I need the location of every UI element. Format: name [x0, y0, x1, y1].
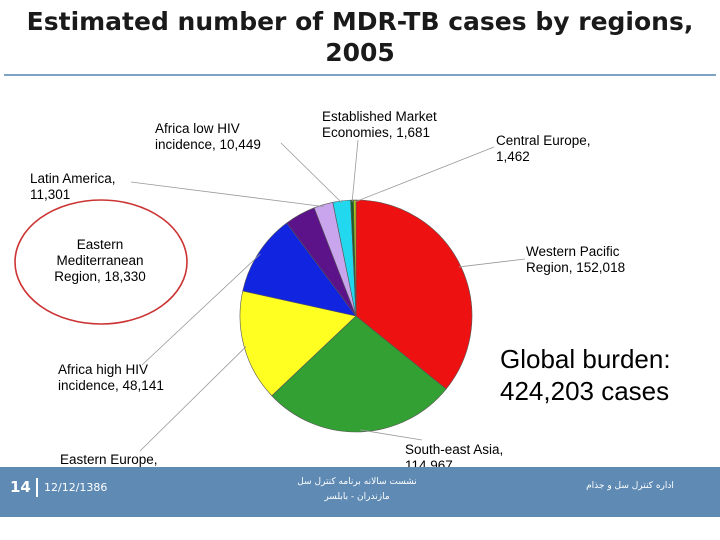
pie-slice-africa-high-hiv-incidence — [242, 222, 357, 317]
pie-slice-eastern-europe — [239, 290, 357, 397]
leader-line-south-east-asia — [360, 429, 423, 441]
pie-slices — [239, 199, 473, 433]
slice-label-line: Economies, 1,681 — [322, 125, 430, 140]
slide-title: Estimated number of MDR-TB cases by regi… — [26, 7, 694, 67]
slide-number-separator — [36, 478, 38, 497]
slice-label-eastern-mediterranean-region: Eastern Mediterranean Region, 18,330 — [54, 237, 146, 284]
slice-label-line: Latin America, — [30, 171, 116, 186]
leader-line-western-pacific-region — [458, 258, 526, 268]
slice-label-line: Established Market — [322, 109, 437, 124]
slice-label-line: 11,301 — [30, 187, 70, 202]
burden-line-1: Global burden: — [500, 344, 671, 374]
leader-line-africa-low-hiv-incidence — [280, 142, 343, 204]
footer-organization: اداره کنترل سل و جذام — [586, 481, 674, 491]
slice-label-line: Eastern Europe, — [60, 452, 158, 467]
slice-label-line: Eastern — [77, 237, 124, 252]
slice-label-line: Central Europe, — [496, 133, 591, 148]
slice-label-line: Mediterranean — [56, 253, 143, 268]
burden-line-2: 424,203 cases — [500, 376, 669, 406]
leader-line-central-europe — [354, 146, 495, 203]
leader-line-africa-high-hiv-incidence — [141, 253, 261, 366]
slice-label-line: Africa low HIV — [155, 121, 240, 136]
slide-number: 14 — [10, 478, 31, 496]
leader-line-eastern-europe — [139, 346, 247, 452]
footer-date: 12/12/1386 — [44, 481, 108, 494]
slice-label-africa-high-hiv-incidence: Africa high HIV incidence, 48,141 — [58, 362, 164, 393]
footer-meeting-text: نشست سالانه برنامه کنترل سل مازندران - ب… — [297, 477, 417, 502]
title-divider — [4, 74, 716, 76]
slice-label-latin-america: Latin America, 11,301 — [30, 171, 116, 202]
slice-label-line: Region, 152,018 — [526, 260, 625, 275]
footer-bar — [0, 467, 720, 517]
slice-label-central-europe: Central Europe, 1,462 — [496, 133, 591, 164]
slice-label-africa-low-hiv-incidence: Africa low HIV incidence, 10,449 — [155, 121, 261, 152]
leader-line-latin-america — [130, 181, 325, 207]
slice-labels: Western Pacific Region, 152,018 South-east… — [30, 109, 625, 483]
slice-label-western-pacific-region: Western Pacific Region, 152,018 — [526, 244, 625, 275]
slice-label-line: Western Pacific — [526, 244, 620, 259]
slice-label-line: incidence, 48,141 — [58, 378, 164, 393]
pie-slice-western-pacific-region — [355, 199, 473, 390]
pie-slice-central-europe — [353, 199, 357, 317]
leader-line-established-market-economies — [351, 139, 359, 203]
slice-label-line: Africa high HIV — [58, 362, 148, 377]
slice-label-line: 1,462 — [496, 149, 530, 164]
highlight-ellipse — [14, 199, 188, 325]
pie-slice-south-east-asia — [271, 315, 447, 433]
slice-label-established-market-economies: Established Market Economies, 1,681 — [322, 109, 437, 140]
leader-lines — [130, 139, 526, 452]
slice-label-line: South-east Asia, — [405, 442, 503, 457]
slice-label-line: incidence, 10,449 — [155, 137, 261, 152]
slice-label-line: Region, 18,330 — [54, 269, 146, 284]
